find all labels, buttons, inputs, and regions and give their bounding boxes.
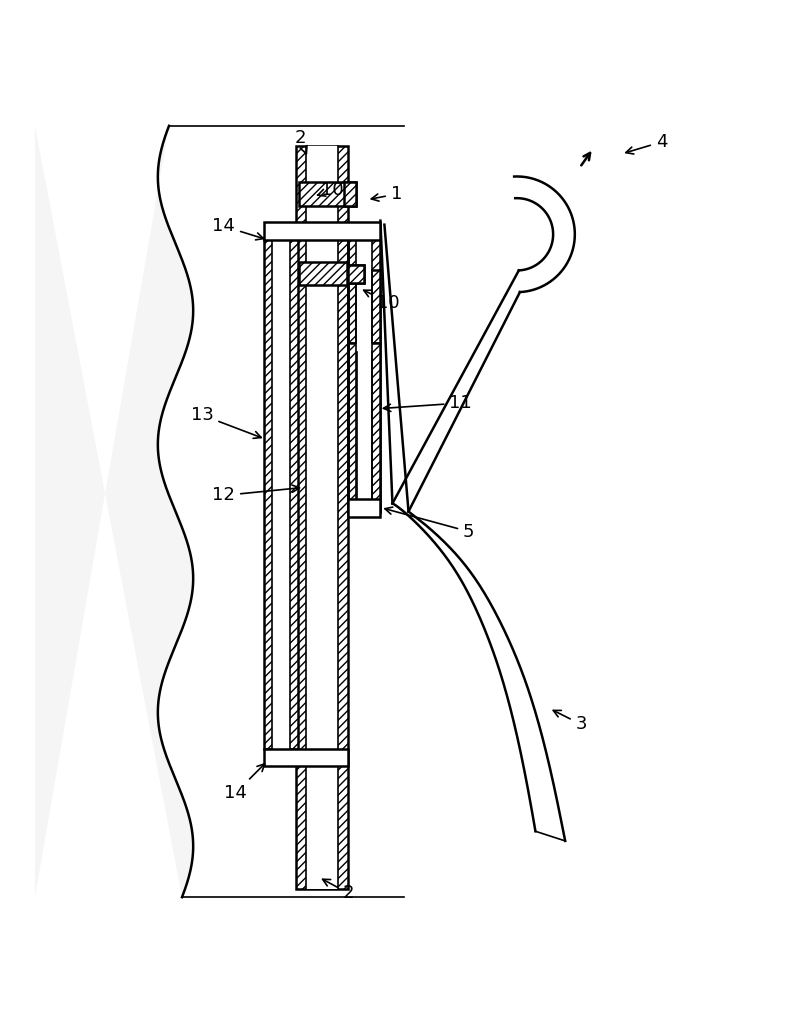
Bar <box>272 238 290 749</box>
Bar <box>307 146 338 889</box>
Bar <box>348 343 380 512</box>
Text: 2: 2 <box>323 880 354 902</box>
Text: 10: 10 <box>364 291 400 312</box>
Text: 14: 14 <box>224 764 265 802</box>
Text: 14: 14 <box>212 217 264 239</box>
Text: 1: 1 <box>371 185 402 204</box>
Polygon shape <box>35 126 193 897</box>
Text: 4: 4 <box>626 133 667 154</box>
Bar <box>299 182 346 207</box>
Text: 10: 10 <box>318 181 344 199</box>
Bar <box>348 265 364 282</box>
Bar <box>296 146 348 889</box>
Text: 5: 5 <box>385 507 475 540</box>
Text: 2: 2 <box>294 129 307 153</box>
Bar <box>356 238 372 512</box>
Bar <box>264 222 380 240</box>
Bar <box>348 265 364 282</box>
Text: 3: 3 <box>553 710 587 733</box>
Bar <box>348 270 380 343</box>
Bar <box>357 352 371 502</box>
Bar <box>348 182 356 207</box>
Bar <box>264 749 348 766</box>
Bar <box>356 270 372 343</box>
Bar <box>264 238 298 749</box>
Text: 11: 11 <box>383 394 472 412</box>
Bar <box>348 499 380 517</box>
Bar <box>348 238 380 512</box>
Text: 13: 13 <box>191 406 261 438</box>
Bar <box>345 182 356 207</box>
Text: 12: 12 <box>212 485 299 504</box>
Bar <box>299 263 346 285</box>
